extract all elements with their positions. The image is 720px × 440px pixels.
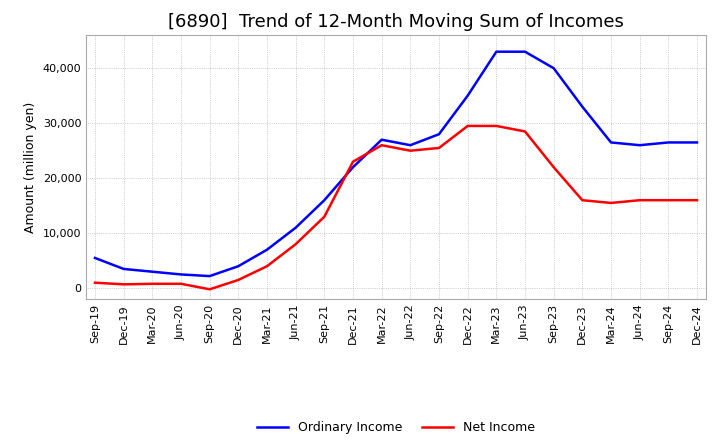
Net Income [492, 123, 500, 128]
Ordinary Income [549, 66, 558, 71]
Y-axis label: Amount (million yen): Amount (million yen) [24, 102, 37, 233]
Net Income [664, 198, 672, 203]
Ordinary Income [607, 140, 616, 145]
Net Income [148, 281, 157, 286]
Ordinary Income [435, 132, 444, 137]
Line: Net Income: Net Income [95, 126, 697, 290]
Ordinary Income [205, 274, 214, 279]
Net Income [578, 198, 587, 203]
Ordinary Income [91, 255, 99, 260]
Net Income [205, 287, 214, 292]
Ordinary Income [120, 266, 128, 271]
Ordinary Income [406, 143, 415, 148]
Ordinary Income [377, 137, 386, 142]
Ordinary Income [635, 143, 644, 148]
Net Income [292, 242, 300, 247]
Ordinary Income [464, 93, 472, 98]
Net Income [521, 129, 529, 134]
Ordinary Income [348, 165, 357, 170]
Ordinary Income [578, 104, 587, 109]
Ordinary Income [492, 49, 500, 54]
Legend: Ordinary Income, Net Income: Ordinary Income, Net Income [252, 416, 540, 439]
Net Income [320, 214, 328, 220]
Ordinary Income [521, 49, 529, 54]
Net Income [377, 143, 386, 148]
Line: Ordinary Income: Ordinary Income [95, 51, 697, 276]
Title: [6890]  Trend of 12-Month Moving Sum of Incomes: [6890] Trend of 12-Month Moving Sum of I… [168, 13, 624, 31]
Net Income [607, 200, 616, 205]
Net Income [549, 165, 558, 170]
Ordinary Income [664, 140, 672, 145]
Ordinary Income [292, 225, 300, 231]
Net Income [263, 264, 271, 269]
Net Income [234, 277, 243, 282]
Net Income [693, 198, 701, 203]
Net Income [348, 159, 357, 164]
Ordinary Income [176, 272, 185, 277]
Ordinary Income [263, 247, 271, 253]
Net Income [464, 123, 472, 128]
Ordinary Income [234, 264, 243, 269]
Net Income [406, 148, 415, 153]
Net Income [120, 282, 128, 287]
Net Income [635, 198, 644, 203]
Net Income [435, 145, 444, 150]
Ordinary Income [320, 198, 328, 203]
Ordinary Income [693, 140, 701, 145]
Net Income [176, 281, 185, 286]
Net Income [91, 280, 99, 286]
Ordinary Income [148, 269, 157, 275]
